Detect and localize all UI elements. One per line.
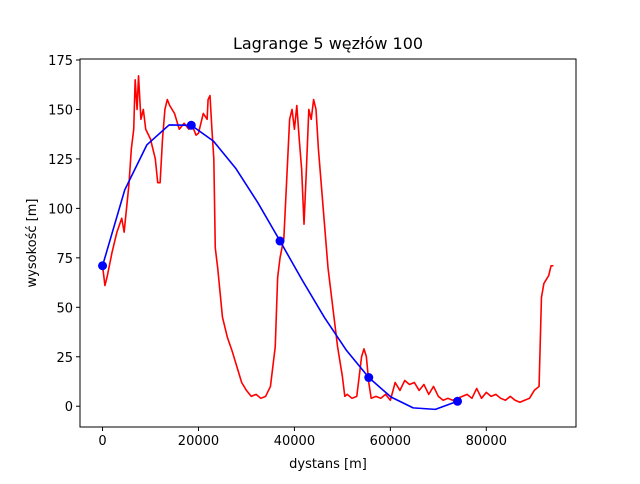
y-tick-label: 125 (48, 153, 73, 168)
y-tick-label: 0 (65, 400, 73, 415)
node-marker (364, 373, 374, 383)
y-tick-label: 25 (56, 351, 73, 366)
node-marker (275, 236, 285, 246)
x-tick-label: 0 (98, 434, 106, 449)
node-marker (98, 261, 108, 271)
data-line (101, 75, 554, 404)
x-tick-label: 20000 (178, 434, 219, 449)
chart-title: Lagrange 5 węzłów 100 (233, 34, 423, 53)
axes-frame (79, 58, 577, 428)
y-tick-label: 75 (56, 252, 73, 267)
y-tick-label: 175 (48, 54, 73, 69)
node-marker (186, 120, 196, 130)
y-tick-label: 50 (56, 301, 73, 316)
y-axis-label: wysokość [m] (25, 199, 40, 288)
node-marker (453, 396, 463, 406)
x-tick-label: 60000 (370, 434, 411, 449)
y-tick-label: 150 (48, 103, 73, 118)
x-tick-label: 40000 (274, 434, 315, 449)
x-axis-label: dystans [m] (289, 457, 367, 472)
y-tick-label: 100 (48, 202, 73, 217)
x-tick-label: 80000 (466, 434, 507, 449)
